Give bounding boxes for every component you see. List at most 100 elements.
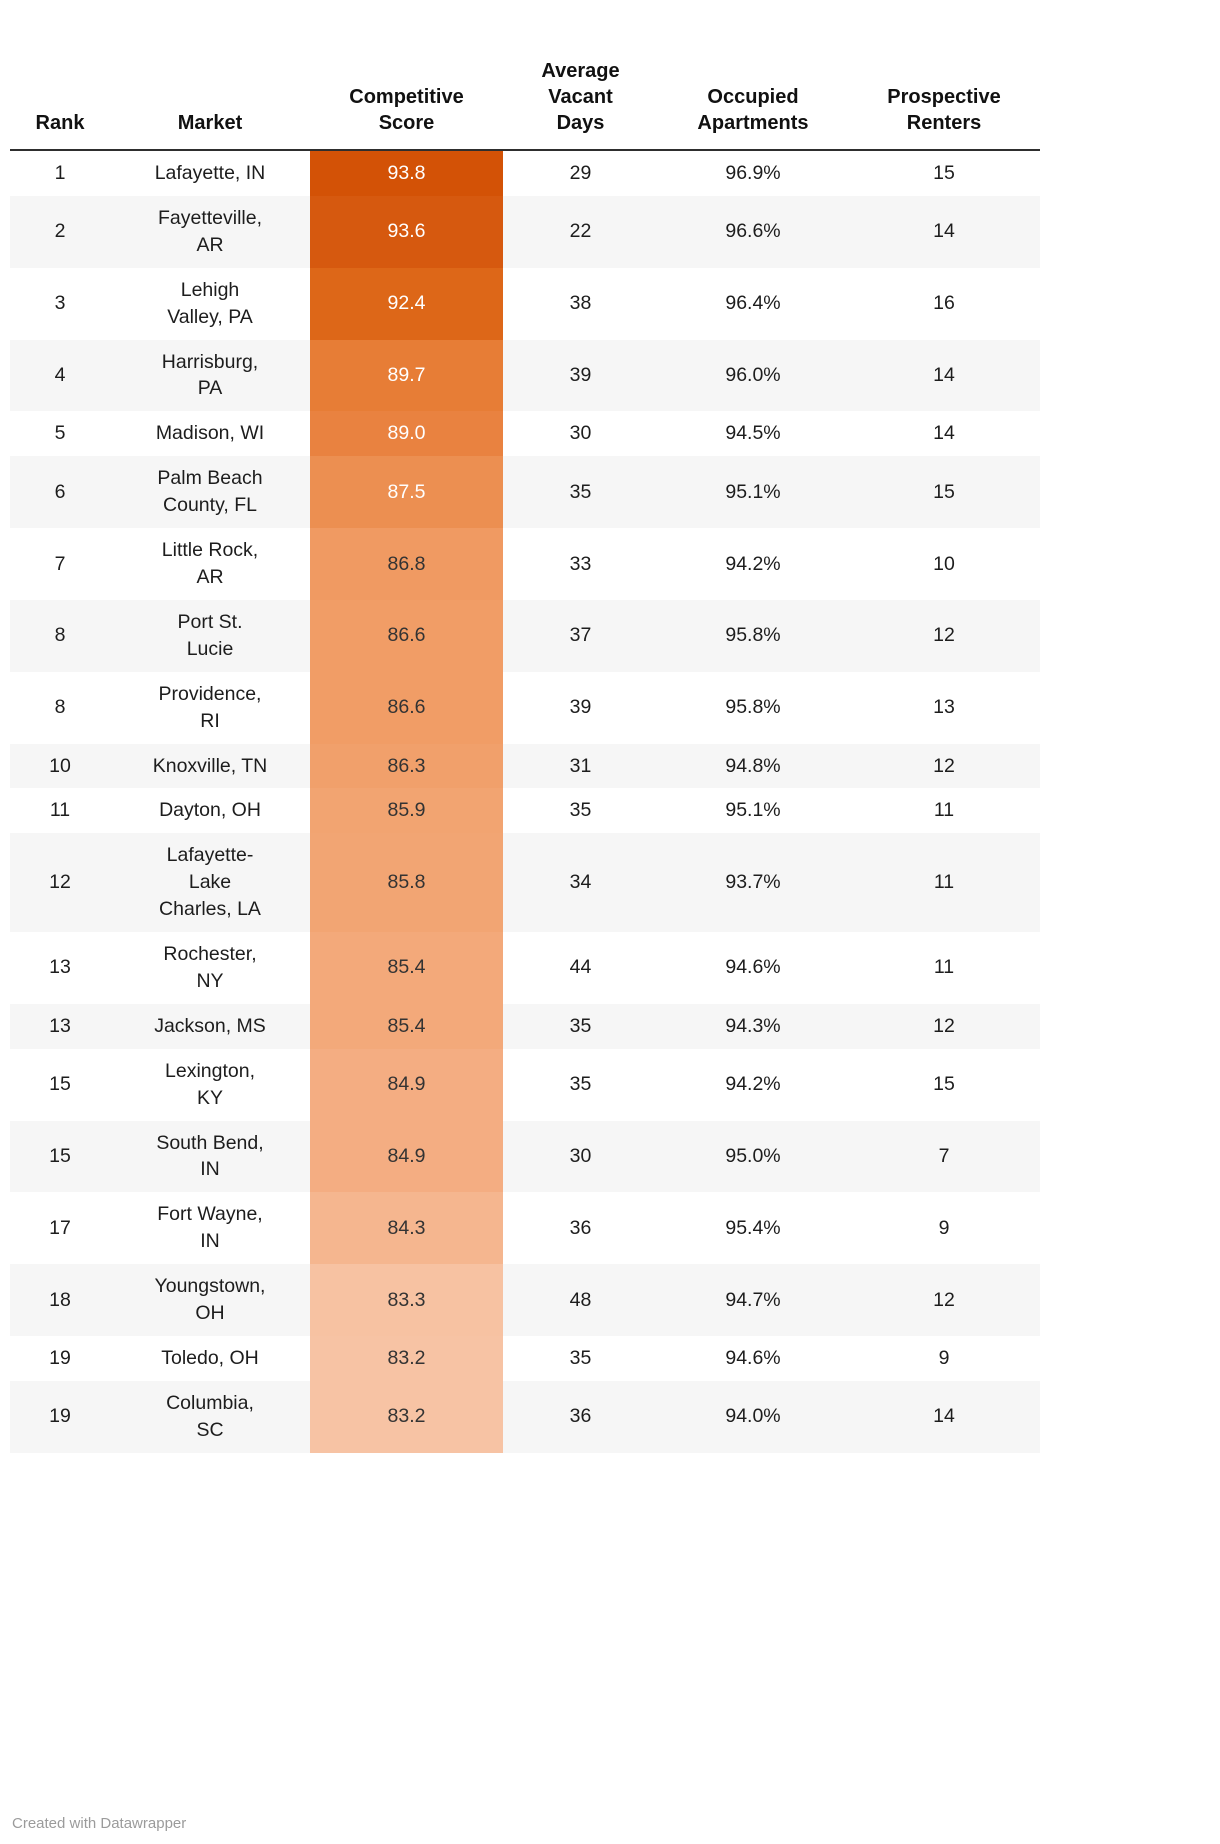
occupied-cell: 95.8% — [725, 696, 781, 719]
rank-cell: 8 — [54, 624, 66, 647]
score-cell: 87.5 — [310, 456, 503, 529]
score-cell: 83.2 — [310, 1336, 503, 1381]
occupied-cell: 95.8% — [725, 624, 781, 647]
table-row: 4 Harrisburg, PA 89.7 39 96.0% 14 — [10, 339, 1040, 412]
occupied-cell: 96.9% — [725, 162, 781, 184]
market-cell: Lafayette, IN — [154, 162, 266, 184]
rank-cell: 13 — [49, 1014, 71, 1037]
occupied-cell: 96.0% — [725, 363, 781, 386]
table-row: 8 Providence, RI 86.6 39 95.8% 13 — [10, 671, 1040, 744]
market-cell: Providence, RI — [158, 682, 262, 732]
header-row: Rank Market Competitive Score Average Va… — [10, 58, 1040, 151]
market-cell: Youngstown, OH — [154, 1275, 266, 1325]
score-cell: 85.4 — [310, 1003, 503, 1049]
occupied-cell: 96.6% — [725, 220, 781, 243]
table-row: 1 Lafayette, IN 93.8 29 96.9% 15 — [10, 150, 1040, 196]
rank-cell: 10 — [49, 754, 71, 777]
market-cell: Knoxville, TN — [152, 754, 268, 777]
score-cell: 84.9 — [310, 1120, 503, 1193]
renters-cell: 14 — [933, 363, 955, 386]
col-header-score: Competitive Score — [310, 58, 503, 151]
occupied-cell: 94.0% — [725, 1405, 781, 1428]
renters-cell: 15 — [933, 1073, 955, 1096]
renters-cell: 16 — [933, 292, 955, 315]
table-row: 13 Rochester, NY 85.4 44 94.6% 11 — [10, 932, 1040, 1004]
table-row: 19 Columbia, SC 83.2 36 94.0% 14 — [10, 1380, 1040, 1453]
table-row: 12 Lafayette- Lake Charles, LA 85.8 34 9… — [10, 833, 1040, 933]
renters-cell: 15 — [933, 162, 955, 184]
occupied-cell: 94.5% — [725, 422, 781, 445]
market-cell: Fayetteville, AR — [157, 206, 263, 256]
table-row: 3 Lehigh Valley, PA 92.4 38 96.4% 16 — [10, 267, 1040, 340]
renters-cell: 11 — [933, 956, 955, 979]
market-cell: Lehigh Valley, PA — [167, 278, 253, 328]
table-row: 11 Dayton, OH 85.9 35 95.1% 11 — [10, 788, 1040, 834]
rank-cell: 8 — [54, 696, 66, 719]
vacant-days-cell: 31 — [569, 754, 592, 777]
score-cell: 86.8 — [310, 528, 503, 600]
table-row: 15 South Bend, IN 84.9 30 95.0% 7 — [10, 1120, 1040, 1193]
market-cell: Fort Wayne, IN — [157, 1203, 263, 1253]
vacant-days-cell: 36 — [569, 1405, 592, 1428]
vacant-days-cell: 30 — [569, 422, 592, 445]
occupied-cell: 94.6% — [725, 1347, 781, 1369]
market-cell: Little Rock, AR — [161, 539, 259, 588]
vacant-days-cell: 35 — [569, 1347, 592, 1369]
rank-cell: 15 — [49, 1145, 71, 1168]
table-body: 1 Lafayette, IN 93.8 29 96.9% 15 2 Fayet… — [10, 150, 1040, 1453]
rank-cell: 2 — [54, 220, 66, 243]
table-row: 2 Fayetteville, AR 93.6 22 96.6% 14 — [10, 195, 1040, 268]
renters-cell: 9 — [938, 1216, 950, 1239]
occupied-cell: 95.1% — [725, 480, 781, 503]
rank-cell: 13 — [49, 956, 71, 979]
vacant-days-cell: 35 — [569, 1014, 592, 1037]
score-cell: 89.0 — [310, 411, 503, 457]
vacant-days-cell: 36 — [569, 1216, 592, 1239]
score-cell: 83.2 — [310, 1380, 503, 1453]
occupied-cell: 95.0% — [725, 1145, 781, 1168]
occupied-cell: 93.7% — [725, 871, 781, 894]
score-cell: 89.7 — [310, 339, 503, 412]
occupied-cell: 94.2% — [725, 552, 781, 575]
market-cell: Toledo, OH — [161, 1347, 259, 1369]
renters-cell: 14 — [933, 1405, 955, 1428]
score-cell: 92.4 — [310, 267, 503, 340]
table-row: 18 Youngstown, OH 83.3 48 94.7% 12 — [10, 1264, 1040, 1336]
rank-cell: 1 — [54, 162, 66, 184]
renters-cell: 11 — [933, 799, 955, 822]
vacant-days-cell: 38 — [569, 292, 592, 315]
vacant-days-cell: 39 — [569, 696, 592, 719]
market-ranking-table: Rank Market Competitive Score Average Va… — [10, 58, 1040, 1453]
occupied-cell: 94.2% — [725, 1073, 781, 1096]
score-cell: 83.3 — [310, 1264, 503, 1336]
market-cell: Dayton, OH — [159, 799, 261, 822]
table-row: 15 Lexington, KY 84.9 35 94.2% 15 — [10, 1048, 1040, 1121]
datawrapper-credit: Created with Datawrapper — [12, 1815, 187, 1832]
score-cell: 85.9 — [310, 788, 503, 834]
vacant-days-cell: 39 — [569, 363, 592, 386]
market-cell: Madison, WI — [155, 422, 265, 445]
market-cell: Palm Beach County, FL — [157, 467, 263, 517]
score-cell: 85.8 — [310, 833, 503, 933]
table-row: 13 Jackson, MS 85.4 35 94.3% 12 — [10, 1003, 1040, 1049]
table-header: Rank Market Competitive Score Average Va… — [10, 58, 1040, 151]
occupied-cell: 94.3% — [725, 1014, 781, 1037]
rank-cell: 11 — [49, 799, 71, 822]
rank-cell: 3 — [54, 292, 66, 315]
col-header-vacant: Average Vacant Days — [503, 58, 658, 151]
renters-cell: 12 — [933, 1014, 955, 1037]
market-cell: Lafayette- Lake Charles, LA — [159, 844, 261, 921]
table-row: 17 Fort Wayne, IN 84.3 36 95.4% 9 — [10, 1192, 1040, 1265]
rank-cell: 4 — [54, 363, 66, 386]
vacant-days-cell: 37 — [569, 624, 592, 647]
occupied-cell: 94.7% — [725, 1288, 781, 1311]
score-cell: 93.6 — [310, 195, 503, 268]
score-cell: 86.6 — [310, 671, 503, 744]
renters-cell: 12 — [933, 754, 955, 777]
vacant-days-cell: 35 — [569, 799, 592, 822]
col-header-occupied: Occupied Apartments — [658, 58, 848, 151]
col-header-renters: Prospective Renters — [848, 58, 1040, 151]
renters-cell: 14 — [933, 220, 955, 243]
renters-cell: 13 — [933, 696, 955, 719]
vacant-days-cell: 44 — [569, 956, 592, 979]
